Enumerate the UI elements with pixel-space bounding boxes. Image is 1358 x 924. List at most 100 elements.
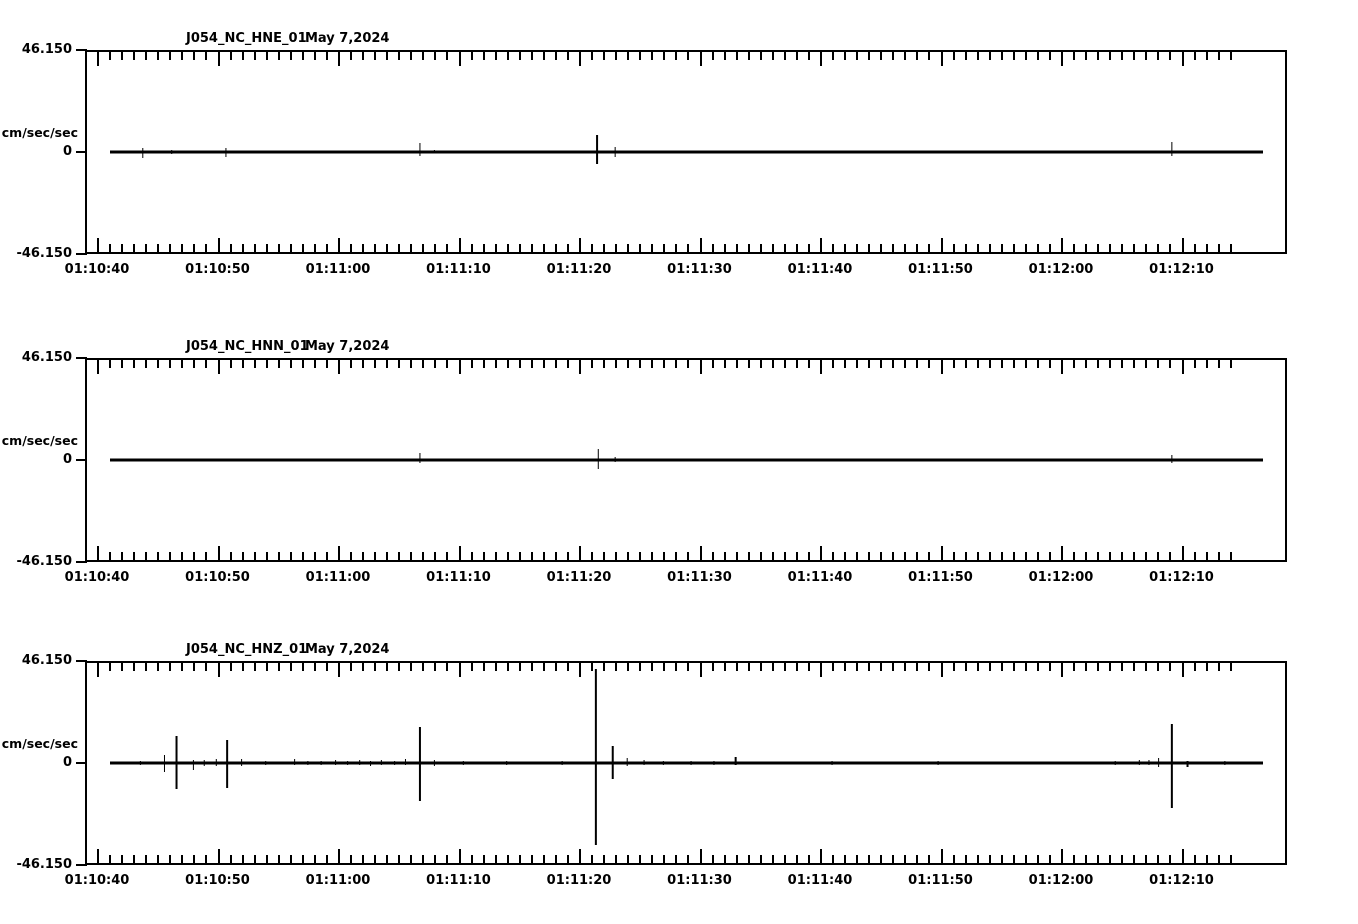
xtick-bottom-hnn-110 <box>941 546 943 560</box>
xtick-bottom-hnz-75 <box>519 855 521 863</box>
xtick-bottom-hnn-77 <box>543 552 545 560</box>
xtick-bottom-hnn-42 <box>121 552 123 560</box>
xtick-label-hnn-9: 01:12:10 <box>1149 570 1214 585</box>
xtick-bottom-hne-95 <box>760 244 762 252</box>
xtick-top-hnz-84 <box>627 663 629 671</box>
xtick-bottom-hnn-54 <box>266 552 268 560</box>
ytick-mark-hnz-0 <box>76 660 87 662</box>
xtick-bottom-hne-99 <box>808 244 810 252</box>
xtick-top-hnn-67 <box>422 360 424 368</box>
xtick-top-hne-103 <box>856 52 858 60</box>
xtick-bottom-hnn-55 <box>278 552 280 560</box>
xtick-label-hnn-1: 01:10:50 <box>185 570 250 585</box>
xtick-top-hnz-97 <box>784 663 786 671</box>
xtick-bottom-hnz-91 <box>712 855 714 863</box>
xtick-bottom-hnz-119 <box>1049 855 1051 863</box>
xtick-bottom-hnn-50 <box>218 546 220 560</box>
xtick-top-hne-121 <box>1073 52 1075 60</box>
xtick-top-hnz-69 <box>446 663 448 671</box>
xtick-label-hnn-0: 01:10:40 <box>64 570 130 585</box>
xtick-top-hnz-112 <box>965 663 967 671</box>
xtick-top-hne-58 <box>314 52 316 60</box>
xtick-bottom-hnn-117 <box>1025 552 1027 560</box>
xtick-top-hnn-73 <box>495 360 497 368</box>
xtick-bottom-hnz-49 <box>205 855 207 863</box>
xtick-top-hnn-72 <box>483 360 485 368</box>
xtick-top-hnz-56 <box>290 663 292 671</box>
ytick-label-min-hnn: -46.150 <box>16 554 72 569</box>
xtick-bottom-hnn-107 <box>904 552 906 560</box>
xtick-top-hne-126 <box>1133 52 1135 60</box>
xtick-bottom-hnz-97 <box>784 855 786 863</box>
y-axis-units-label-hnn: cm/sec/sec <box>1 433 78 448</box>
xtick-bottom-hnn-44 <box>145 552 147 560</box>
xtick-bottom-hne-80 <box>579 238 581 252</box>
xtick-top-hne-63 <box>374 52 376 60</box>
xtick-top-hne-43 <box>133 52 135 60</box>
xtick-bottom-hne-79 <box>567 244 569 252</box>
xtick-bottom-hnn-61 <box>350 552 352 560</box>
xtick-bottom-hnn-69 <box>446 552 448 560</box>
xtick-bottom-hnn-56 <box>290 552 292 560</box>
xtick-top-hne-61 <box>350 52 352 60</box>
xtick-bottom-hne-126 <box>1133 244 1135 252</box>
xtick-bottom-hne-103 <box>856 244 858 252</box>
xtick-top-hnz-128 <box>1157 663 1159 671</box>
xtick-bottom-hnz-125 <box>1121 855 1123 863</box>
xtick-top-hnn-129 <box>1169 360 1171 368</box>
xtick-top-hne-96 <box>772 52 774 60</box>
ytick-mark-hne-1 <box>76 151 87 153</box>
xtick-bottom-hnz-85 <box>639 855 641 863</box>
xtick-top-hnz-120 <box>1061 663 1063 677</box>
xtick-bottom-hnz-54 <box>266 855 268 863</box>
xtick-bottom-hne-127 <box>1145 244 1147 252</box>
xtick-bottom-hnz-73 <box>495 855 497 863</box>
xtick-bottom-hnz-83 <box>615 855 617 863</box>
xtick-top-hne-70 <box>459 52 461 66</box>
xtick-top-hnz-96 <box>772 663 774 671</box>
xtick-bottom-hne-82 <box>603 244 605 252</box>
y-axis-units-label-hne: cm/sec/sec <box>1 125 78 140</box>
xtick-top-hnz-114 <box>989 663 991 671</box>
xtick-bottom-hnn-70 <box>459 546 461 560</box>
xtick-top-hnn-90 <box>700 360 702 374</box>
xtick-top-hne-72 <box>483 52 485 60</box>
xtick-label-hnz-7: 01:11:50 <box>908 873 973 888</box>
xtick-bottom-hnn-64 <box>386 552 388 560</box>
xtick-top-hne-131 <box>1194 52 1196 60</box>
xtick-bottom-hnz-107 <box>904 855 906 863</box>
xtick-top-hne-98 <box>796 52 798 60</box>
xtick-top-hnn-95 <box>760 360 762 368</box>
xtick-bottom-hne-75 <box>519 244 521 252</box>
xtick-top-hnz-111 <box>953 663 955 671</box>
xtick-bottom-hne-58 <box>314 244 316 252</box>
xtick-top-hnn-94 <box>748 360 750 368</box>
xtick-label-hne-9: 01:12:10 <box>1149 262 1214 277</box>
xtick-top-hne-81 <box>591 52 593 60</box>
xtick-bottom-hnz-103 <box>856 855 858 863</box>
xtick-top-hnz-100 <box>820 663 822 677</box>
xtick-bottom-hne-49 <box>205 244 207 252</box>
xtick-bottom-hnn-96 <box>772 552 774 560</box>
xtick-top-hne-52 <box>242 52 244 60</box>
xtick-top-hnz-125 <box>1121 663 1123 671</box>
xtick-top-hnn-118 <box>1037 360 1039 368</box>
xtick-top-hnn-84 <box>627 360 629 368</box>
xtick-top-hne-112 <box>965 52 967 60</box>
xtick-top-hne-117 <box>1025 52 1027 60</box>
xtick-top-hnz-74 <box>507 663 509 671</box>
xtick-bottom-hnn-121 <box>1073 552 1075 560</box>
xtick-bottom-hne-96 <box>772 244 774 252</box>
xtick-bottom-hnz-130 <box>1182 849 1184 863</box>
xtick-top-hnz-75 <box>519 663 521 671</box>
xtick-top-hnn-91 <box>712 360 714 368</box>
xtick-top-hne-123 <box>1097 52 1099 60</box>
xtick-bottom-hnn-122 <box>1085 552 1087 560</box>
xtick-bottom-hnn-72 <box>483 552 485 560</box>
xtick-bottom-hne-102 <box>844 244 846 252</box>
xtick-bottom-hne-63 <box>374 244 376 252</box>
xtick-bottom-hnn-43 <box>133 552 135 560</box>
xtick-top-hnn-66 <box>410 360 412 368</box>
xtick-bottom-hnn-105 <box>880 552 882 560</box>
xtick-bottom-hnn-112 <box>965 552 967 560</box>
